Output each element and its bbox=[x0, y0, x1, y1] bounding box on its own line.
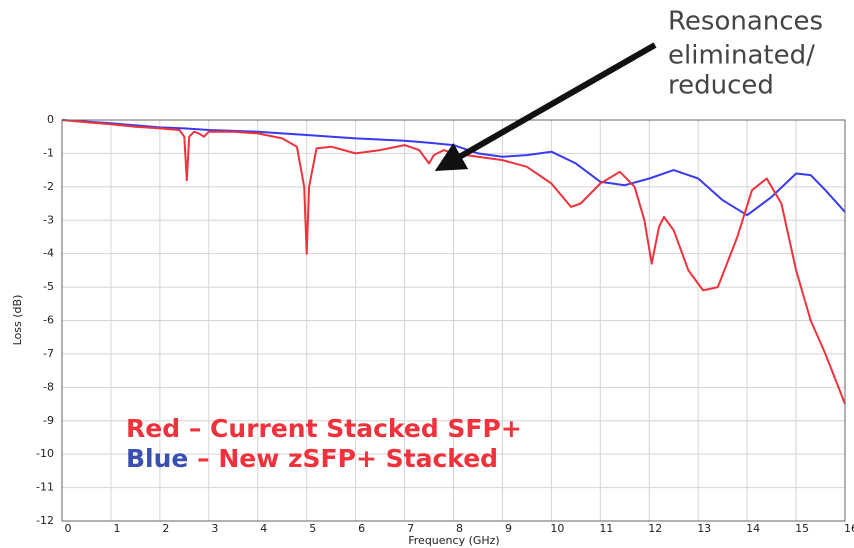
y-tick-label: -3 bbox=[43, 213, 54, 226]
x-tick-label: 13 bbox=[697, 522, 711, 535]
x-tick-label: 12 bbox=[648, 522, 662, 535]
y-tick-label: -11 bbox=[36, 481, 54, 494]
x-tick-label: 4 bbox=[260, 522, 267, 535]
y-tick-label: 0 bbox=[47, 113, 54, 126]
annotation: eliminated/ bbox=[668, 41, 815, 71]
x-tick-label: 15 bbox=[795, 522, 809, 535]
x-tick-label: 14 bbox=[746, 522, 760, 535]
y-tick-label: -2 bbox=[43, 180, 54, 193]
y-tick-label: -4 bbox=[43, 247, 54, 260]
legend-entry: Blue – New zSFP+ Stacked bbox=[126, 444, 498, 473]
x-tick-label: 16 bbox=[844, 522, 854, 535]
x-tick-label: 11 bbox=[599, 522, 613, 535]
legend-key: Blue bbox=[126, 444, 188, 473]
y-tick-label: -12 bbox=[36, 514, 54, 527]
arrow bbox=[434, 42, 657, 171]
legend-separator: – bbox=[197, 444, 210, 473]
legend-separator: – bbox=[189, 414, 202, 443]
legend-key: Red bbox=[126, 414, 180, 443]
x-axis-label: Frequency (GHz) bbox=[408, 534, 499, 547]
x-tick-label: 3 bbox=[211, 522, 218, 535]
y-tick-label: -1 bbox=[43, 146, 54, 159]
y-axis-label: Loss (dB) bbox=[11, 295, 24, 346]
series-line bbox=[61, 119, 846, 405]
y-tick-label: -10 bbox=[36, 447, 54, 460]
y-tick-label: -7 bbox=[43, 347, 54, 360]
y-tick-label: -8 bbox=[43, 380, 54, 393]
legend-label: New zSFP+ Stacked bbox=[218, 444, 498, 473]
y-tick-label: -9 bbox=[43, 414, 54, 427]
x-tick-label: 2 bbox=[162, 522, 169, 535]
legend-entry: Red – Current Stacked SFP+ bbox=[126, 414, 522, 443]
x-tick-label: 9 bbox=[505, 522, 512, 535]
x-tick-label: 5 bbox=[309, 522, 316, 535]
legend-label: Current Stacked SFP+ bbox=[210, 414, 522, 443]
x-tick-label: 10 bbox=[550, 522, 564, 535]
x-tick-label: 8 bbox=[456, 522, 463, 535]
x-tick-label: 7 bbox=[407, 522, 414, 535]
y-tick-label: -6 bbox=[43, 314, 54, 327]
annotation: Resonances bbox=[668, 7, 823, 37]
x-tick-label: 0 bbox=[65, 522, 72, 535]
annotation: reduced bbox=[668, 71, 774, 101]
plot-frame bbox=[61, 119, 846, 522]
x-tick-label: 1 bbox=[113, 522, 120, 535]
x-tick-label: 6 bbox=[358, 522, 365, 535]
y-tick-label: -5 bbox=[43, 280, 54, 293]
